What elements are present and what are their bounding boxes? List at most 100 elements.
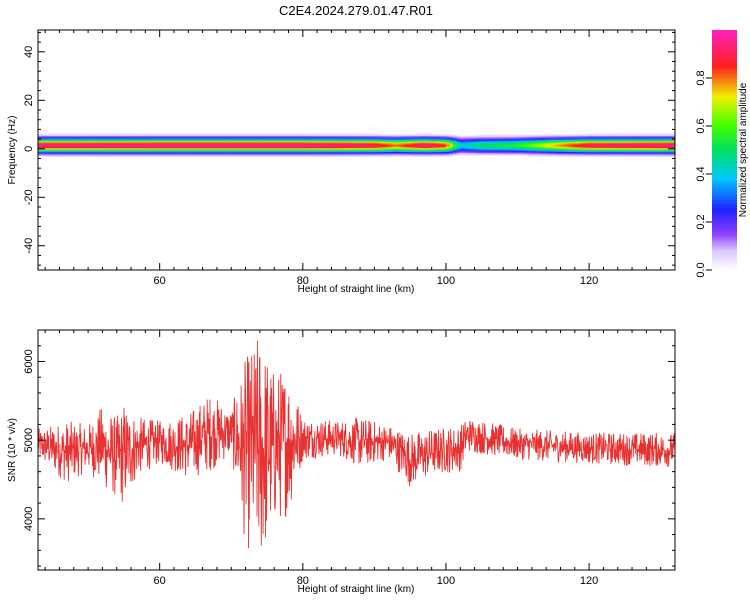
heatmap-cell: [531, 140, 536, 143]
heatmap-cell: [313, 141, 318, 144]
heatmap-cell: [288, 153, 293, 156]
spectrogram-frame: [37, 29, 676, 271]
heatmap-cell: [410, 149, 415, 151]
heatmap-cell: [621, 151, 626, 154]
heatmap-cell: [592, 153, 597, 156]
heatmap-cell: [324, 151, 329, 154]
heatmap-cell: [148, 145, 153, 148]
heatmap-cell: [227, 136, 232, 139]
heatmap-cell: [141, 150, 146, 152]
heatmap-cell: [431, 150, 436, 152]
heatmap-cell: [123, 139, 128, 141]
colorbar-ticks: 0.00.20.40.60.8: [695, 70, 712, 278]
heatmap-cell: [199, 146, 204, 149]
heatmap-cell: [259, 140, 264, 143]
heatmap-cell: [184, 140, 189, 143]
heatmap-cell: [481, 139, 486, 141]
heatmap-cell: [388, 140, 393, 143]
heatmap-cell: [581, 140, 586, 143]
heatmap-cell: [73, 155, 78, 157]
heatmap-cell: [91, 153, 96, 156]
heatmap-cell: [657, 133, 662, 135]
heatmap-cell: [284, 135, 289, 138]
heatmap-cell: [370, 149, 375, 151]
heatmap-cell: [238, 146, 243, 149]
heatmap-cell: [621, 152, 626, 155]
heatmap-cell: [624, 150, 629, 152]
heatmap-cell: [517, 136, 522, 139]
heatmap-cell: [195, 152, 200, 155]
heatmap-cell: [435, 138, 440, 140]
heatmap-cell: [80, 134, 85, 137]
heatmap-cell: [59, 146, 64, 149]
heatmap-cell: [510, 147, 515, 150]
heatmap-cell: [388, 149, 393, 151]
heatmap-cell: [284, 155, 289, 157]
heatmap-cell: [370, 151, 375, 154]
heatmap-cell: [138, 142, 143, 145]
heatmap-cell: [252, 136, 257, 139]
heatmap-cell: [320, 153, 325, 156]
heatmap-cell: [589, 151, 594, 154]
heatmap-cell: [41, 155, 46, 157]
heatmap-cell: [295, 150, 300, 152]
heatmap-cell: [245, 144, 250, 146]
heatmap-cell: [191, 147, 196, 150]
heatmap-cell: [499, 136, 504, 139]
heatmap-cell: [431, 144, 436, 146]
heatmap-cell: [392, 135, 397, 138]
heatmap-cell: [456, 135, 461, 138]
snr-series: [38, 340, 675, 549]
heatmap-cell: [281, 149, 286, 151]
heatmap-cell: [410, 150, 415, 152]
heatmap-cell: [41, 146, 46, 149]
heatmap-cell: [413, 153, 418, 156]
heatmap-cell: [77, 144, 82, 146]
heatmap-cell: [152, 136, 157, 139]
heatmap-cell: [546, 149, 551, 151]
heatmap-cell: [664, 142, 669, 145]
heatmap-cell: [156, 133, 161, 135]
heatmap-cell: [77, 136, 82, 139]
heatmap-cell: [173, 140, 178, 143]
heatmap-cell: [45, 153, 50, 156]
heatmap-cell: [109, 146, 114, 149]
heatmap-cell: [181, 150, 186, 152]
heatmap-cell: [116, 140, 121, 143]
heatmap-cell: [306, 141, 311, 144]
heatmap-cell: [120, 138, 125, 140]
heatmap-cell: [113, 145, 118, 148]
heatmap-cell: [91, 150, 96, 152]
heatmap-cell: [367, 147, 372, 150]
heatmap-cell: [385, 145, 390, 148]
heatmap-cell: [388, 144, 393, 146]
heatmap-cell: [55, 140, 60, 143]
heatmap-cell: [59, 138, 64, 140]
heatmap-cell: [231, 141, 236, 144]
heatmap-cell: [399, 151, 404, 154]
heatmap-cell: [660, 142, 665, 145]
heatmap-cell: [141, 147, 146, 150]
heatmap-cell: [660, 153, 665, 156]
heatmap-cell: [177, 153, 182, 156]
heatmap-cell: [306, 138, 311, 140]
heatmap-cell: [195, 146, 200, 149]
heatmap-cell: [127, 134, 132, 137]
heatmap-cell: [109, 153, 114, 156]
heatmap-cell: [581, 135, 586, 138]
heatmap-cell: [59, 153, 64, 156]
heatmap-cell: [581, 144, 586, 146]
heatmap-cell: [259, 147, 264, 150]
heatmap-cell: [234, 142, 239, 145]
heatmap-cell: [45, 138, 50, 140]
heatmap-cell: [528, 145, 533, 148]
heatmap-cell: [546, 155, 551, 157]
heatmap-cell: [492, 151, 497, 154]
heatmap-cell: [488, 153, 493, 156]
heatmap-cell: [531, 147, 536, 150]
heatmap-cell: [73, 134, 78, 137]
heatmap-cell: [517, 134, 522, 137]
heatmap-cell: [299, 135, 304, 138]
heatmap-cell: [624, 145, 629, 148]
heatmap-cell: [460, 150, 465, 152]
